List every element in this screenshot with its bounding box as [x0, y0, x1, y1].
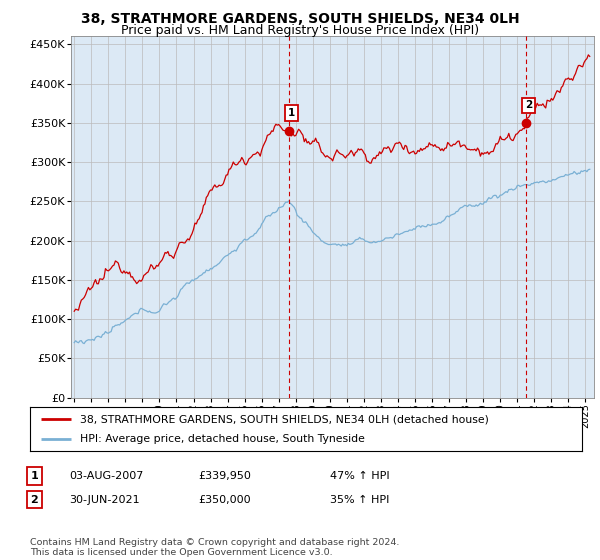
Text: 47% ↑ HPI: 47% ↑ HPI [330, 471, 389, 481]
Text: 1: 1 [31, 471, 38, 481]
Text: 1: 1 [287, 109, 295, 118]
Text: £350,000: £350,000 [198, 494, 251, 505]
Text: £339,950: £339,950 [198, 471, 251, 481]
Text: 35% ↑ HPI: 35% ↑ HPI [330, 494, 389, 505]
Text: HPI: Average price, detached house, South Tyneside: HPI: Average price, detached house, Sout… [80, 433, 365, 444]
Text: Contains HM Land Registry data © Crown copyright and database right 2024.
This d: Contains HM Land Registry data © Crown c… [30, 538, 400, 557]
Text: 30-JUN-2021: 30-JUN-2021 [69, 494, 140, 505]
Text: 03-AUG-2007: 03-AUG-2007 [69, 471, 143, 481]
Text: 38, STRATHMORE GARDENS, SOUTH SHIELDS, NE34 0LH: 38, STRATHMORE GARDENS, SOUTH SHIELDS, N… [80, 12, 520, 26]
Text: 2: 2 [525, 100, 532, 110]
Text: Price paid vs. HM Land Registry's House Price Index (HPI): Price paid vs. HM Land Registry's House … [121, 24, 479, 36]
Text: 38, STRATHMORE GARDENS, SOUTH SHIELDS, NE34 0LH (detached house): 38, STRATHMORE GARDENS, SOUTH SHIELDS, N… [80, 414, 488, 424]
Text: 2: 2 [31, 494, 38, 505]
